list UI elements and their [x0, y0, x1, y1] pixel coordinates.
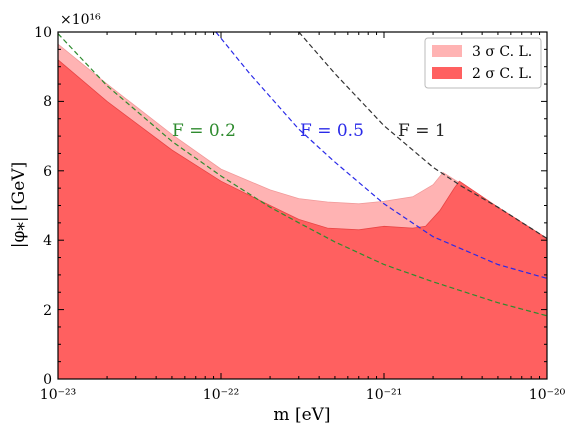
y-tick-label: 10: [34, 25, 52, 41]
curve-label-f-1: F = 1: [398, 121, 446, 141]
curve-f-1: [298, 32, 547, 240]
x-tick-label: 10⁻²²: [203, 387, 239, 403]
y-tick-label: 2: [43, 303, 52, 319]
legend: 3 σ C. L. 2 σ C. L.: [424, 37, 542, 89]
y-tick-labels: 0 2 4 6 8 10: [34, 25, 52, 388]
y-tick-label: 0: [43, 372, 52, 388]
f-curves: [58, 32, 547, 317]
axis-ticks: [57, 31, 548, 380]
legend-swatch-3-sigma: [432, 45, 462, 57]
curve-f-0-5: [215, 32, 547, 279]
curve-label-f-0-5: F = 0.5: [300, 121, 364, 141]
y-tick-label: 4: [43, 233, 52, 249]
x-tick-label: 10⁻²¹: [366, 387, 402, 403]
curve-f-0-2: [58, 33, 547, 317]
x-tick-labels: 10⁻²³ 10⁻²² 10⁻²¹ 10⁻²⁰: [40, 387, 566, 403]
confidence-regions: [58, 43, 547, 379]
y-axis-multiplier: ×10¹⁶: [60, 12, 101, 28]
x-tick-label: 10⁻²³: [40, 387, 76, 403]
legend-label-3-sigma: 3 σ C. L.: [472, 44, 532, 60]
legend-swatch-2-sigma: [432, 67, 462, 79]
curve-label-f-0-2: F = 0.2: [172, 121, 236, 141]
y-tick-label: 6: [43, 164, 52, 180]
x-axis-label: m [eV]: [273, 405, 330, 425]
legend-label-2-sigma: 2 σ C. L.: [472, 66, 532, 82]
x-tick-label: 10⁻²⁰: [529, 387, 566, 403]
y-axis-label: |φ⁎| [GeV]: [9, 162, 29, 248]
y-tick-label: 8: [43, 94, 52, 110]
